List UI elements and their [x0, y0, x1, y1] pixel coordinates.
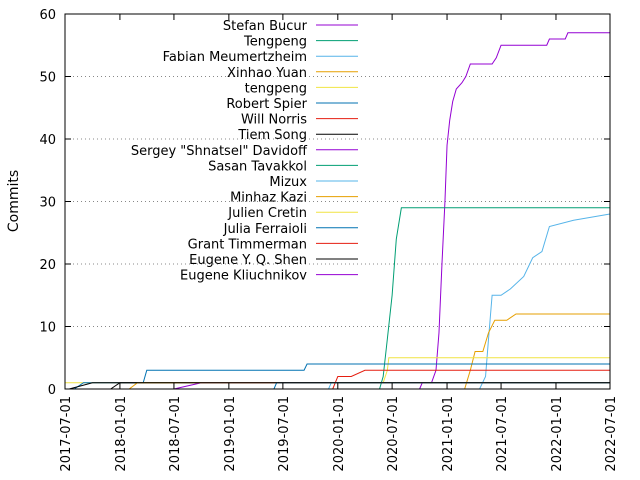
series-line-5: [73, 363, 610, 390]
series-line-1: [379, 207, 610, 390]
legend-label: Sasan Tavakkol: [208, 159, 307, 174]
series-line-0: [419, 32, 610, 390]
legend-label: Julien Cretin: [227, 206, 307, 221]
legend-label: Minhaz Kazi: [230, 191, 307, 206]
legend-label: tengpeng: [245, 81, 307, 96]
legend-label: Julia Ferraioli: [223, 222, 307, 237]
x-tick-label: 2021-07-01: [495, 396, 510, 472]
x-tick-label: 2017-07-01: [59, 396, 74, 472]
x-tick-label: 2018-07-01: [168, 396, 183, 472]
x-axis: 2017-07-01 2018-01-01 2018-07-01 2019-01-01…: [59, 14, 619, 472]
series-line-15: [110, 382, 610, 390]
y-tick-label: 30: [39, 196, 56, 211]
x-tick-label: 2020-07-01: [386, 396, 401, 472]
x-tick-label: 2021-01-01: [441, 396, 456, 472]
series-line-10: [328, 382, 610, 390]
y-tick-label: 10: [39, 321, 56, 336]
legend-label: Eugene Y. Q. Shen: [189, 253, 307, 268]
legend-label: Xinhao Yuan: [227, 66, 307, 81]
series-line-7: [69, 382, 610, 390]
series-line-6: [332, 369, 610, 390]
y-tick-label: 60: [39, 8, 56, 23]
legend-label: Mizux: [269, 175, 307, 190]
legend-label: Eugene Kliuchnikov: [180, 269, 307, 284]
series-line-2: [479, 213, 611, 390]
y-tick-label: 20: [39, 258, 56, 273]
y-axis: 0 10 20 30 40 50 60: [39, 8, 610, 398]
legend-label: Tiem Song: [237, 128, 307, 143]
series-lines: [65, 32, 611, 390]
x-tick-label: 2020-01-01: [332, 396, 347, 472]
legend-label: Will Norris: [241, 113, 307, 128]
legend-label: Tengpeng: [243, 35, 307, 50]
x-tick-label: 2019-01-01: [223, 396, 238, 472]
x-tick-label: 2018-01-01: [114, 396, 129, 472]
y-axis-title: Commits: [6, 170, 22, 232]
grid-lines: [65, 76, 610, 327]
x-tick-label: 2019-07-01: [277, 396, 292, 472]
legend-label: Sergey "Shnatsel" Davidoff: [131, 144, 308, 159]
legend-label: Fabian Meumertzheim: [163, 50, 307, 65]
y-tick-label: 40: [39, 133, 56, 148]
series-line-3: [464, 313, 610, 390]
series-line-11: [128, 382, 610, 390]
legend-label: Stefan Bucur: [223, 19, 308, 34]
series-line-13: [273, 382, 610, 390]
x-tick-label: 2022-01-01: [550, 396, 565, 472]
legend-label: Robert Spier: [226, 97, 307, 112]
legend-label: Grant Timmerman: [188, 237, 307, 252]
x-tick-label: 2022-07-01: [604, 396, 619, 472]
y-tick-label: 50: [39, 71, 56, 86]
y-tick-label: 0: [48, 383, 56, 398]
